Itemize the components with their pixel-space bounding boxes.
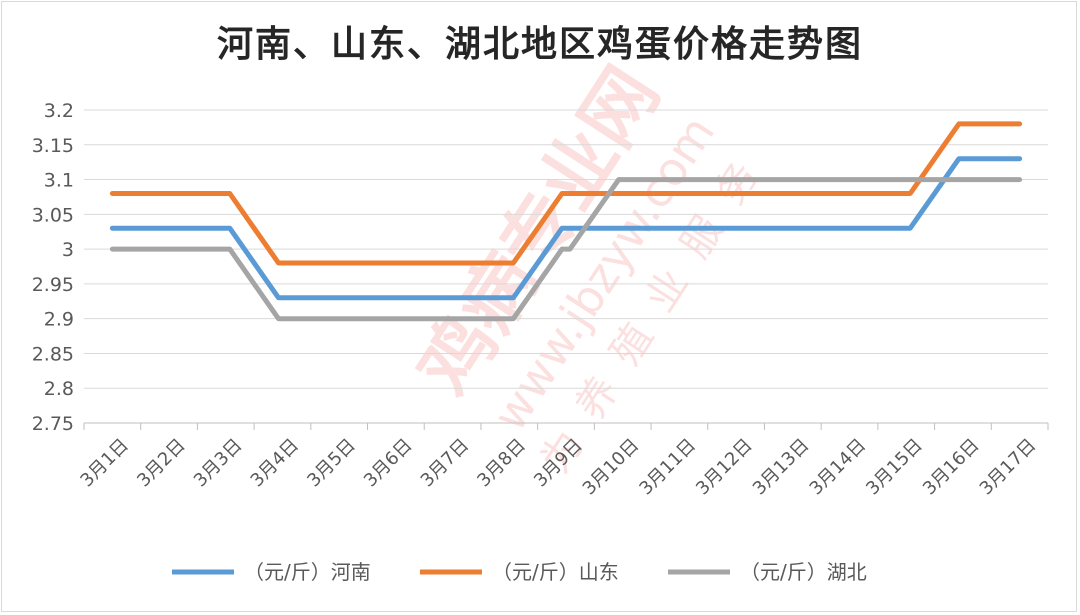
y-tick-label: 3.05: [32, 204, 74, 226]
x-tick-label: 3月2日: [133, 435, 190, 492]
x-tick-label: 3月16日: [919, 435, 984, 500]
x-tick-label: 3月11日: [635, 435, 700, 500]
series-line-0: [109, 156, 1023, 301]
y-tick-label: 2.75: [32, 413, 74, 435]
y-tick-label: 2.9: [44, 309, 74, 331]
legend-label: （元/斤）河南: [244, 560, 371, 584]
series-line-1: [109, 121, 1023, 266]
y-axis: 2.75 2.8 2.85 2.9 2.95 3 3.05 3.1 3.15 3.2: [32, 100, 74, 435]
x-tick-label: 3月1日: [76, 435, 133, 492]
x-tick-label: 3月5日: [303, 435, 360, 492]
x-tick-label: 3月17日: [976, 435, 1041, 500]
x-tick-label: 3月4日: [247, 435, 304, 492]
x-tick-label: 3月6日: [360, 435, 417, 492]
series-lines: [109, 121, 1023, 322]
x-tick-label: 3月3日: [190, 435, 247, 492]
x-tick-label: 3月15日: [862, 435, 927, 500]
y-tick-label: 3.2: [44, 100, 74, 122]
y-tick-label: 3.1: [44, 170, 74, 192]
x-tick-label: 3月8日: [473, 435, 530, 492]
chart-title: 河南、山东、湖北地区鸡蛋价格走势图: [217, 23, 863, 65]
legend-label: （元/斤）湖北: [740, 560, 867, 584]
legend-label: （元/斤）山东: [492, 560, 619, 584]
y-tick-label: 2.85: [32, 343, 74, 365]
y-tick-label: 3: [62, 239, 74, 261]
y-tick-label: 3.15: [32, 135, 74, 157]
y-tick-label: 2.8: [44, 378, 74, 400]
x-tick-label: 3月7日: [417, 435, 474, 492]
x-tick-label: 3月14日: [806, 435, 871, 500]
y-tick-label: 2.95: [32, 274, 74, 296]
x-tick-label: 3月13日: [749, 435, 814, 500]
x-tick-label: 3月12日: [692, 435, 757, 500]
legend: （元/斤）河南 （元/斤）山东 （元/斤）湖北: [172, 560, 867, 584]
series-line-2: [109, 177, 1023, 322]
